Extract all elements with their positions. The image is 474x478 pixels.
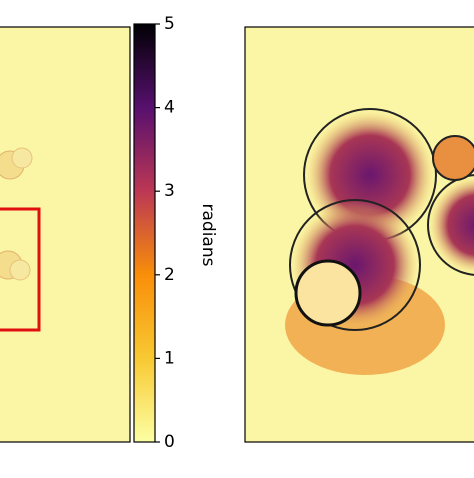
tick-label: 1 [164, 348, 175, 368]
tick-label: 4 [164, 98, 175, 118]
cell [294, 259, 362, 327]
tick-label: 5 [164, 14, 175, 34]
image-frame [0, 26, 131, 443]
cell [11, 147, 33, 169]
right-panel [244, 26, 474, 443]
colorbar: 0 1 2 3 4 5 [133, 14, 175, 452]
zoom-box [0, 207, 41, 332]
tick-label: 2 [164, 265, 175, 285]
cell [9, 259, 31, 281]
cell [427, 174, 474, 276]
tick-label: 3 [164, 181, 175, 201]
tick-label: 0 [164, 432, 175, 452]
colorbar-fill [133, 23, 156, 443]
colorbar-label: radians [198, 204, 218, 267]
left-panel [0, 26, 131, 443]
cell [432, 135, 474, 181]
